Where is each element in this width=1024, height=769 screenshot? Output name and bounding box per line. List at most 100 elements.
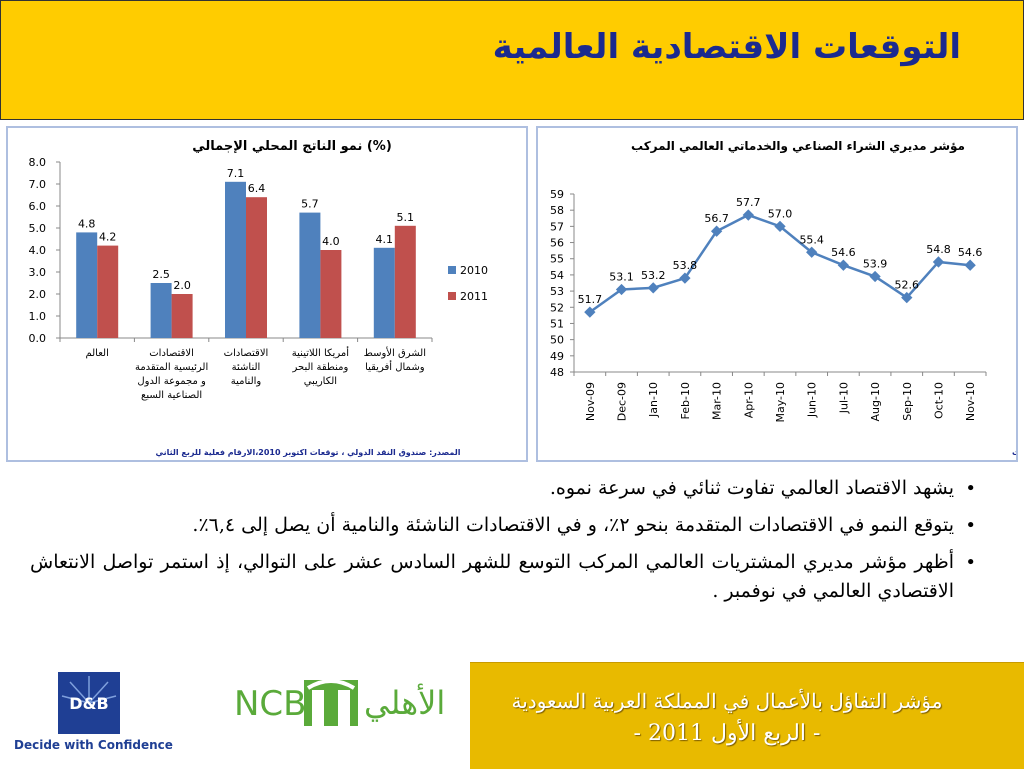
x-tick-label: Apr-10 xyxy=(742,382,755,418)
chart-title: مؤشر مديري الشراء الصناعي والخدماتي العا… xyxy=(631,139,965,154)
data-label: 52.6 xyxy=(895,279,920,292)
data-point xyxy=(615,283,628,296)
y-tick-label: 6.0 xyxy=(29,200,47,213)
y-tick-label: 56 xyxy=(550,237,564,250)
y-tick-label: 55 xyxy=(550,253,564,266)
data-label: 57.7 xyxy=(736,196,761,209)
bar-value-label: 4.0 xyxy=(322,235,340,248)
chart-title: (%) نمو الناتج المحلي الإجمالي xyxy=(192,139,392,154)
dnb-starburst-icon xyxy=(61,676,117,704)
gdp-chart-panel: (%) نمو الناتج المحلي الإجمالي 0.0 1.0 2.0 3… xyxy=(6,126,528,462)
legend-swatch-2011 xyxy=(448,292,456,300)
x-category-label-line: و مجموعة الدول xyxy=(137,376,206,387)
page-title: التوقعات الاقتصادية العالمية xyxy=(492,27,961,67)
footer-title-line2: - الربع الأول 2011 - xyxy=(633,721,821,746)
legend-label: 2011 xyxy=(460,290,488,303)
dnb-tagline: Decide with Confidence xyxy=(14,738,173,752)
data-point xyxy=(679,272,691,284)
y-tick-label: 7.0 xyxy=(29,178,47,191)
bar-2010 xyxy=(373,247,395,338)
chart-source: المصدر: ج . ب . مورجان وماركيت xyxy=(1012,448,1016,457)
bar-2010 xyxy=(150,283,172,338)
data-point xyxy=(774,220,786,233)
data-point xyxy=(742,209,754,221)
x-category-label: الشرق الأوسط وشمال أفريقيا xyxy=(364,346,426,373)
pmi-line-chart: مؤشر مديري الشراء الصناعي والخدماتي العا… xyxy=(550,139,1016,457)
bullet-item: يتوقع النمو في الاقتصادات المتقدمة بنحو … xyxy=(30,511,976,540)
y-tick-label: 3.0 xyxy=(29,266,47,279)
bar-value-label: 5.1 xyxy=(397,211,415,224)
y-tick-label: 1.0 xyxy=(29,310,47,323)
x-category-label-line: ومنطقة البحر xyxy=(291,362,348,373)
x-category-label-line: أمريكا اللاتينية xyxy=(292,346,349,359)
data-point xyxy=(710,225,723,237)
data-label: 53.2 xyxy=(641,269,666,282)
data-point xyxy=(837,259,850,271)
bar-2011 xyxy=(97,245,119,338)
legend-label: 2010 xyxy=(460,264,488,277)
dnb-logo: D&B xyxy=(58,672,120,734)
x-tick-label: Jul-10 xyxy=(837,382,850,414)
bar-2011 xyxy=(394,225,416,338)
bar-2011 xyxy=(246,197,267,338)
data-label: 53.1 xyxy=(609,270,634,283)
y-tick-label: 8.0 xyxy=(29,156,47,169)
bar-2011 xyxy=(320,250,342,338)
y-tick-label: 48 xyxy=(550,366,564,379)
x-tick-label: May-10 xyxy=(774,382,787,423)
x-tick-label: Mar-10 xyxy=(711,382,724,420)
x-category-label-line: العالم xyxy=(85,348,108,359)
data-point xyxy=(964,259,976,271)
x-category-label: الاقتصادات الناشئة والنامية xyxy=(224,348,269,387)
y-tick-label: 50 xyxy=(550,334,564,347)
data-label: 53.9 xyxy=(863,258,888,271)
x-category-label: أمريكا اللاتينية ومنطقة البحر الكاريبي xyxy=(291,346,349,387)
x-tick-label: Oct-10 xyxy=(932,382,945,419)
bar-value-label: 2.5 xyxy=(152,268,170,281)
bar-2010 xyxy=(76,232,98,338)
data-label: 54.8 xyxy=(926,243,951,256)
data-label: 57.0 xyxy=(768,207,793,220)
x-tick-label: Jun-10 xyxy=(806,382,819,418)
legend-swatch-2010 xyxy=(448,266,456,274)
x-category-label-line: الكاريبي xyxy=(304,376,337,387)
data-point xyxy=(869,270,881,283)
x-category-label-line: الاقتصادات xyxy=(149,348,194,359)
data-label: 53.8 xyxy=(673,259,698,272)
bullet-item: أظهر مؤشر مديري المشتريات العالمي المركب… xyxy=(30,548,976,606)
bar-value-label: 7.1 xyxy=(227,167,245,180)
x-category-label: الاقتصادات الرئيسية المتقدمة و مجموعة الدو… xyxy=(135,348,208,401)
y-tick-label: 2.0 xyxy=(29,288,47,301)
bar-value-label: 4.2 xyxy=(99,231,117,244)
x-category-label-line: وشمال أفريقيا xyxy=(365,360,425,373)
x-category-label-line: الرئيسية المتقدمة xyxy=(135,362,208,373)
x-tick-label: Nov-10 xyxy=(964,382,977,421)
y-tick-label: 51 xyxy=(550,317,564,330)
dnb-logo-text: D&B xyxy=(69,694,109,713)
x-tick-label: Feb-10 xyxy=(679,382,692,419)
x-category-label-line: الناشئة xyxy=(232,362,261,373)
x-tick-label: Sep-10 xyxy=(901,382,914,421)
footer: D&B Decide with Confidence NCB الأهلي مؤ… xyxy=(0,662,1024,769)
x-tick-label: Jan-10 xyxy=(647,382,660,418)
bar-value-label: 6.4 xyxy=(248,182,266,195)
data-point xyxy=(901,291,913,304)
x-tick-label: Dec-09 xyxy=(616,382,629,421)
x-tick-label: Nov-09 xyxy=(584,382,597,421)
data-label: 56.7 xyxy=(704,212,729,225)
bar-2010 xyxy=(299,212,321,338)
y-tick-label: 57 xyxy=(550,220,564,233)
data-label: 55.4 xyxy=(799,233,824,246)
ahli-logo-text: الأهلي xyxy=(364,684,446,722)
x-category-label-line: والنامية xyxy=(231,376,262,387)
data-label: 54.6 xyxy=(958,246,983,259)
bar-value-label: 4.8 xyxy=(78,217,96,230)
bar-value-label: 2.0 xyxy=(173,279,191,292)
x-category-label: العالم xyxy=(85,348,108,359)
y-tick-label: 53 xyxy=(550,285,564,298)
data-label: 54.6 xyxy=(831,246,856,259)
x-category-label-line: الشرق الأوسط xyxy=(364,346,426,359)
y-tick-label: 5.0 xyxy=(29,222,47,235)
ncb-emblem-icon xyxy=(304,679,358,726)
data-label: 51.7 xyxy=(578,293,603,306)
